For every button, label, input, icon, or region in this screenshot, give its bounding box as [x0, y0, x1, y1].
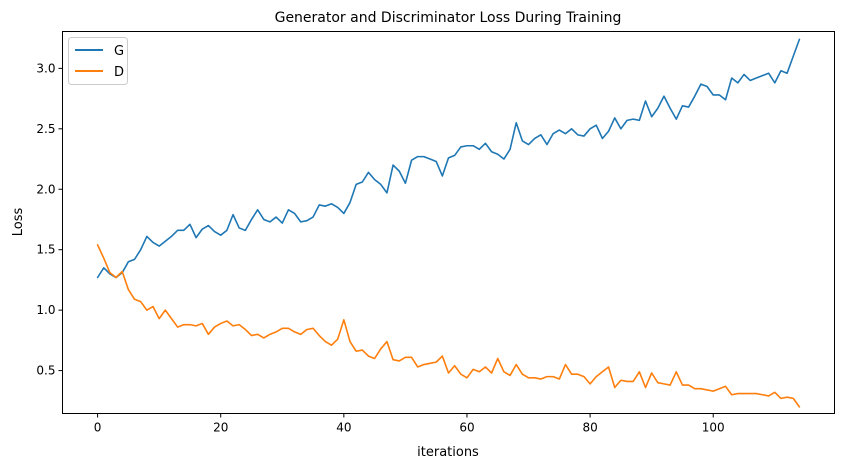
y-axis: 0.5 1.0 1.5 2.0 2.5 3.0 — [36, 61, 63, 378]
x-axis: 0 20 40 60 80 100 — [94, 413, 725, 435]
legend-label-d: D — [114, 65, 124, 80]
axes-frame — [62, 31, 835, 414]
plot-area: 0 20 40 60 80 100 0.5 1.0 1.5 2.0 2.5 3.0 — [36, 31, 835, 435]
series-line-d — [96, 244, 801, 408]
x-axis-label: iterations — [417, 445, 479, 460]
x-tick-label: 100 — [702, 421, 725, 435]
x-tick-label: 20 — [213, 421, 228, 435]
chart-title: Generator and Discriminator Loss During … — [275, 10, 622, 26]
x-tick-label: 0 — [94, 421, 102, 435]
y-tick-label: 2.5 — [36, 122, 55, 136]
series-line-g — [96, 38, 801, 279]
y-tick-label: 1.0 — [36, 303, 55, 317]
legend-label-g: G — [114, 44, 124, 59]
x-tick-label: 40 — [336, 421, 351, 435]
y-axis-label: Loss — [11, 208, 26, 237]
y-tick-label: 1.5 — [36, 243, 55, 257]
y-tick-label: 3.0 — [36, 61, 55, 75]
y-tick-label: 2.0 — [36, 182, 55, 196]
y-tick-label: 0.5 — [36, 364, 55, 378]
x-tick-label: 60 — [459, 421, 474, 435]
x-tick-label: 80 — [582, 421, 597, 435]
legend: G D — [68, 37, 128, 85]
series-lines — [96, 38, 801, 408]
